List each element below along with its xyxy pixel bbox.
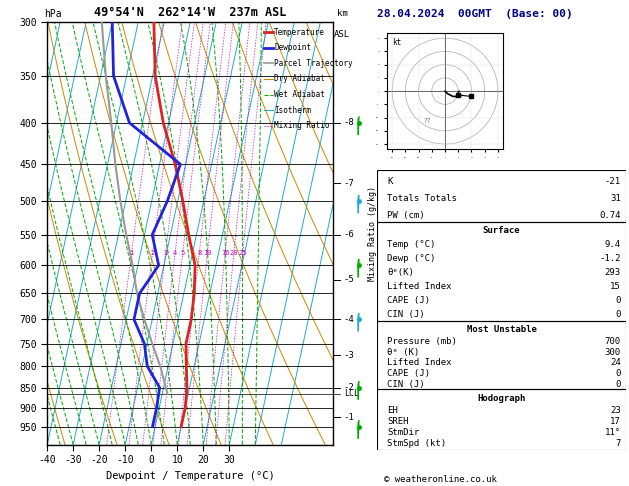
Text: -7: -7 xyxy=(344,179,355,188)
Text: EH: EH xyxy=(387,406,398,415)
Text: 15: 15 xyxy=(610,281,621,291)
Text: 0: 0 xyxy=(616,380,621,389)
Text: CIN (J): CIN (J) xyxy=(387,310,425,318)
Text: CAPE (J): CAPE (J) xyxy=(387,369,430,378)
Text: Parcel Trajectory: Parcel Trajectory xyxy=(274,59,353,68)
Text: Lifted Index: Lifted Index xyxy=(387,281,452,291)
Text: ASL: ASL xyxy=(334,30,350,39)
Text: -1: -1 xyxy=(344,413,355,422)
X-axis label: Dewpoint / Temperature (°C): Dewpoint / Temperature (°C) xyxy=(106,470,275,481)
Text: K: K xyxy=(387,177,392,186)
Bar xyxy=(377,170,626,222)
Text: SREH: SREH xyxy=(387,417,409,426)
Bar xyxy=(377,222,626,321)
Text: Temperature: Temperature xyxy=(274,28,325,36)
Text: ??: ?? xyxy=(424,118,431,124)
Text: 0: 0 xyxy=(616,295,621,305)
Text: -6: -6 xyxy=(344,230,355,239)
Text: -1.2: -1.2 xyxy=(599,254,621,262)
Text: Most Unstable: Most Unstable xyxy=(467,325,537,334)
Text: Lifted Index: Lifted Index xyxy=(387,358,452,367)
Text: LCL: LCL xyxy=(344,389,359,398)
Text: -21: -21 xyxy=(604,177,621,186)
Text: CAPE (J): CAPE (J) xyxy=(387,295,430,305)
Text: 4: 4 xyxy=(173,250,177,257)
Text: 23: 23 xyxy=(610,406,621,415)
Text: © weatheronline.co.uk: © weatheronline.co.uk xyxy=(384,474,496,484)
Text: 2: 2 xyxy=(150,250,155,257)
Text: -3: -3 xyxy=(344,351,355,360)
Text: 25: 25 xyxy=(238,250,247,257)
Text: Dry Adiabat: Dry Adiabat xyxy=(274,74,325,84)
Text: CIN (J): CIN (J) xyxy=(387,380,425,389)
Text: 8: 8 xyxy=(197,250,201,257)
Text: 11°: 11° xyxy=(604,428,621,437)
Text: StmDir: StmDir xyxy=(387,428,420,437)
Title: 49°54'N  262°14'W  237m ASL: 49°54'N 262°14'W 237m ASL xyxy=(94,6,286,19)
Text: 700: 700 xyxy=(604,337,621,346)
Text: 31: 31 xyxy=(610,194,621,203)
Bar xyxy=(377,389,626,450)
Text: 3: 3 xyxy=(164,250,167,257)
Text: Mixing Ratio: Mixing Ratio xyxy=(274,122,330,130)
Text: 1: 1 xyxy=(130,250,133,257)
Text: 0: 0 xyxy=(616,369,621,378)
Text: 9.4: 9.4 xyxy=(604,240,621,249)
Text: hPa: hPa xyxy=(44,9,62,19)
Text: 10: 10 xyxy=(203,250,211,257)
Text: Temp (°C): Temp (°C) xyxy=(387,240,436,249)
Text: 7: 7 xyxy=(616,439,621,449)
Text: Dewp (°C): Dewp (°C) xyxy=(387,254,436,262)
Text: 20: 20 xyxy=(230,250,238,257)
Text: Mixing Ratio (g/kg): Mixing Ratio (g/kg) xyxy=(368,186,377,281)
Text: Isotherm: Isotherm xyxy=(274,106,311,115)
Text: 0.74: 0.74 xyxy=(599,211,621,220)
Text: θᵉ (K): θᵉ (K) xyxy=(387,348,420,357)
Text: 17: 17 xyxy=(610,417,621,426)
Text: θᵉ(K): θᵉ(K) xyxy=(387,268,415,277)
Bar xyxy=(377,321,626,389)
Text: Wet Adiabat: Wet Adiabat xyxy=(274,90,325,99)
Text: Dewpoint: Dewpoint xyxy=(274,43,311,52)
Text: Pressure (mb): Pressure (mb) xyxy=(387,337,457,346)
Text: Hodograph: Hodograph xyxy=(477,394,526,403)
Text: StmSpd (kt): StmSpd (kt) xyxy=(387,439,447,449)
Text: 16: 16 xyxy=(221,250,230,257)
Text: -5: -5 xyxy=(344,275,355,284)
Text: Totals Totals: Totals Totals xyxy=(387,194,457,203)
Text: 293: 293 xyxy=(604,268,621,277)
Text: -4: -4 xyxy=(344,315,355,324)
Text: Surface: Surface xyxy=(483,226,520,235)
Text: 0: 0 xyxy=(616,310,621,318)
Text: 24: 24 xyxy=(610,358,621,367)
Text: kt: kt xyxy=(392,38,401,47)
Text: -2: -2 xyxy=(344,383,355,392)
Text: -8: -8 xyxy=(344,119,355,127)
Text: 5: 5 xyxy=(181,250,185,257)
Text: PW (cm): PW (cm) xyxy=(387,211,425,220)
Text: km: km xyxy=(337,9,348,17)
Text: 28.04.2024  00GMT  (Base: 00): 28.04.2024 00GMT (Base: 00) xyxy=(377,9,573,19)
Text: 300: 300 xyxy=(604,348,621,357)
